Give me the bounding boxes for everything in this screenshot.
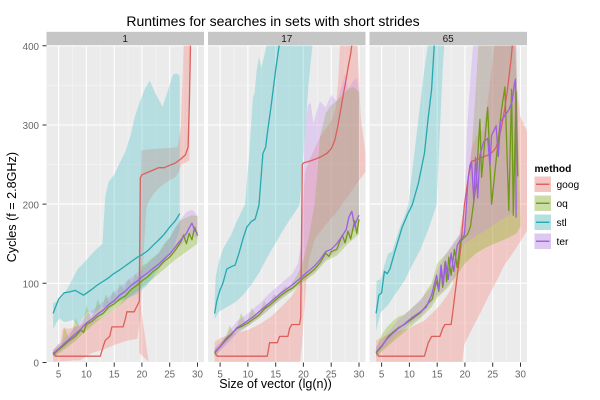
svg-text:goog: goog bbox=[557, 180, 580, 191]
svg-text:30: 30 bbox=[354, 370, 365, 381]
svg-text:25: 25 bbox=[164, 370, 175, 381]
svg-text:15: 15 bbox=[109, 370, 120, 381]
svg-text:20: 20 bbox=[298, 370, 309, 381]
svg-text:0: 0 bbox=[34, 359, 40, 370]
svg-text:17: 17 bbox=[281, 34, 293, 45]
svg-text:10: 10 bbox=[242, 370, 253, 381]
svg-text:15: 15 bbox=[270, 370, 281, 381]
svg-text:5: 5 bbox=[379, 370, 385, 381]
svg-text:10: 10 bbox=[81, 370, 92, 381]
svg-text:oq: oq bbox=[557, 199, 569, 210]
svg-text:15: 15 bbox=[432, 370, 443, 381]
svg-text:100: 100 bbox=[23, 280, 40, 291]
svg-text:200: 200 bbox=[23, 200, 40, 211]
svg-text:5: 5 bbox=[56, 370, 62, 381]
svg-text:25: 25 bbox=[326, 370, 337, 381]
svg-text:5: 5 bbox=[217, 370, 223, 381]
svg-text:stl: stl bbox=[557, 218, 567, 229]
svg-text:20: 20 bbox=[459, 370, 470, 381]
svg-text:300: 300 bbox=[23, 121, 40, 132]
svg-text:20: 20 bbox=[136, 370, 147, 381]
svg-text:30: 30 bbox=[515, 370, 526, 381]
svg-text:1: 1 bbox=[122, 34, 128, 45]
svg-text:400: 400 bbox=[23, 42, 40, 53]
svg-text:Runtimes for searches in sets: Runtimes for searches in sets with short… bbox=[126, 13, 419, 29]
svg-text:25: 25 bbox=[487, 370, 498, 381]
svg-text:Size of vector (lg(n)): Size of vector (lg(n)) bbox=[219, 377, 332, 391]
svg-text:65: 65 bbox=[443, 34, 455, 45]
svg-text:method: method bbox=[535, 164, 572, 175]
svg-text:10: 10 bbox=[404, 370, 415, 381]
svg-text:Cycles (f = 2.8GHz): Cycles (f = 2.8GHz) bbox=[5, 152, 19, 262]
svg-text:30: 30 bbox=[192, 370, 203, 381]
svg-text:ter: ter bbox=[557, 237, 569, 248]
